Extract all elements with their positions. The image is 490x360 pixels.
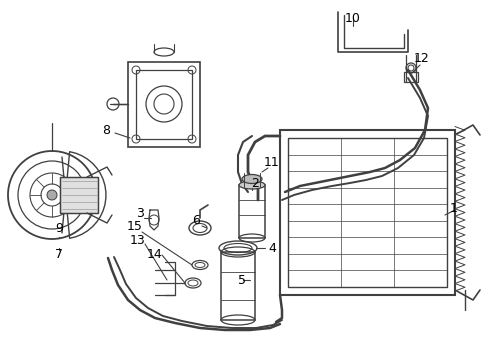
Text: 3: 3 — [136, 207, 144, 220]
Circle shape — [47, 190, 57, 200]
Bar — [280, 130, 455, 295]
Bar — [60, 177, 98, 213]
Text: 8: 8 — [102, 123, 110, 136]
Text: 5: 5 — [238, 274, 246, 287]
Text: 6: 6 — [192, 213, 200, 226]
Bar — [239, 185, 265, 238]
Text: 11: 11 — [264, 156, 280, 168]
Ellipse shape — [239, 181, 265, 189]
Text: 7: 7 — [55, 248, 63, 261]
Bar — [60, 177, 98, 213]
Text: 9: 9 — [55, 221, 63, 234]
Ellipse shape — [242, 175, 262, 184]
Text: 4: 4 — [268, 242, 276, 255]
Text: 15: 15 — [127, 220, 143, 233]
Bar — [128, 62, 200, 147]
Bar — [404, 72, 418, 82]
Text: 2: 2 — [251, 176, 259, 189]
Text: 14: 14 — [147, 248, 163, 261]
Text: 12: 12 — [414, 51, 430, 64]
Bar — [136, 70, 192, 139]
Bar — [288, 138, 447, 287]
Text: 10: 10 — [345, 12, 361, 24]
Text: 13: 13 — [130, 234, 146, 248]
Bar — [221, 252, 255, 320]
Text: 1: 1 — [450, 202, 458, 215]
